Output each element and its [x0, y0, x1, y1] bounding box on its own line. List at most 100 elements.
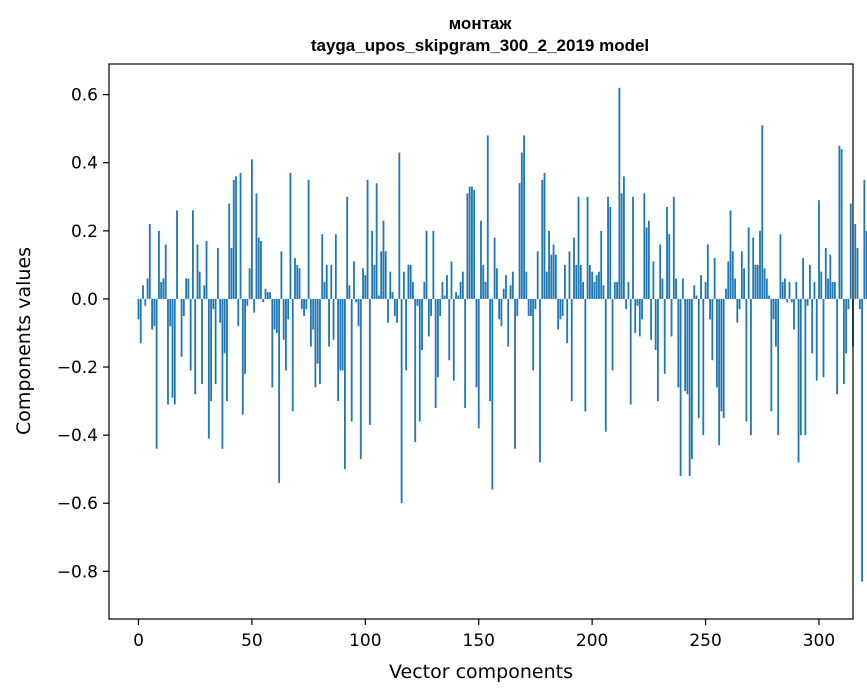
- bar-267: [743, 268, 746, 299]
- bar-204: [600, 230, 603, 299]
- bar-87: [334, 234, 337, 299]
- bar-6: [151, 298, 153, 330]
- bar-203: [598, 271, 600, 299]
- bar-32: [210, 298, 212, 402]
- bar-173: [530, 298, 532, 316]
- bar-182: [550, 254, 553, 299]
- bar-279: [770, 298, 773, 412]
- bar-161: [502, 288, 505, 299]
- bar-246: [695, 295, 698, 299]
- bar-59: [271, 298, 274, 388]
- x-tick-label: 200: [576, 631, 608, 651]
- bar-235: [670, 298, 673, 337]
- bar-316: [854, 224, 857, 299]
- bar-238: [677, 298, 680, 388]
- bar-90: [341, 298, 344, 371]
- bar-125: [421, 298, 423, 351]
- bar-180: [545, 271, 548, 299]
- bar-274: [759, 230, 761, 299]
- bar-290: [795, 281, 798, 299]
- bar-194: [577, 196, 580, 299]
- bar-25: [194, 298, 197, 395]
- bar-259: [725, 288, 727, 299]
- bar-167: [516, 298, 519, 316]
- bar-317: [856, 247, 859, 299]
- bar-177: [539, 298, 541, 463]
- bar-81: [321, 234, 324, 299]
- bar-227: [652, 261, 655, 299]
- bar-172: [527, 298, 530, 316]
- bar-35: [216, 247, 219, 299]
- bar-308: [836, 298, 839, 395]
- bar-321: [865, 230, 867, 299]
- bar-282: [777, 298, 780, 436]
- bar-151: [480, 220, 482, 299]
- bar-26: [196, 244, 199, 299]
- y-tick-label: −0.4: [57, 426, 98, 446]
- bar-178: [541, 179, 544, 299]
- bar-44: [237, 298, 240, 327]
- bar-130: [432, 230, 435, 299]
- bar-298: [813, 281, 816, 299]
- bar-225: [647, 220, 650, 299]
- bar-62: [278, 298, 281, 483]
- bar-191: [570, 298, 573, 402]
- bar-206: [604, 298, 607, 432]
- x-tick-label: 100: [349, 631, 381, 651]
- bar-198: [586, 196, 589, 299]
- bar-93: [348, 285, 351, 299]
- bar-263: [734, 278, 736, 299]
- bar-85: [330, 264, 333, 299]
- bar-254: [713, 258, 716, 299]
- bar-149: [475, 298, 478, 388]
- bar-302: [822, 298, 825, 378]
- bar-150: [477, 298, 480, 429]
- bar-184: [554, 254, 557, 299]
- bar-40: [228, 203, 231, 299]
- x-tick-label: 150: [463, 631, 495, 651]
- bar-318: [858, 298, 861, 310]
- bar-112: [391, 292, 394, 299]
- bar-23: [189, 298, 192, 371]
- bar-38: [223, 298, 226, 354]
- bar-220: [636, 298, 639, 306]
- bar-106: [378, 295, 380, 299]
- bar-51: [253, 298, 256, 313]
- bar-310: [840, 149, 843, 299]
- bar-21: [185, 278, 188, 299]
- bar-142: [459, 281, 462, 299]
- bar-286: [786, 298, 789, 303]
- bar-41: [230, 247, 233, 299]
- bar-92: [346, 196, 349, 299]
- bar-131: [434, 298, 437, 408]
- bar-141: [457, 295, 460, 299]
- bar-30: [205, 241, 208, 299]
- x-axis-ticks: 0 50 100 150 200 250 300: [133, 619, 835, 651]
- bar-166: [514, 298, 516, 449]
- bar-201: [593, 281, 596, 299]
- bar-73: [303, 298, 305, 316]
- bar-70: [296, 264, 299, 299]
- y-tick-label: 0.2: [71, 222, 98, 242]
- bar-3: [144, 298, 147, 306]
- bar-63: [280, 251, 283, 299]
- bar-264: [736, 298, 739, 323]
- bar-202: [595, 275, 598, 299]
- bar-115: [398, 152, 401, 299]
- bar-155: [489, 298, 491, 402]
- bar-305: [829, 254, 832, 299]
- bar-291: [797, 298, 800, 463]
- bar-43: [235, 176, 237, 299]
- bar-127: [425, 230, 428, 299]
- bar-107: [380, 251, 383, 299]
- bar-309: [838, 145, 841, 299]
- bar-13: [167, 298, 169, 405]
- bar-193: [575, 264, 578, 299]
- chart-title-line-1: монтаж: [448, 14, 512, 33]
- bar-4: [146, 278, 149, 299]
- bar-10: [160, 281, 163, 299]
- x-axis-label: Vector components: [389, 661, 573, 683]
- bar-60: [273, 298, 276, 330]
- bar-105: [375, 183, 378, 299]
- bar-136: [446, 275, 448, 299]
